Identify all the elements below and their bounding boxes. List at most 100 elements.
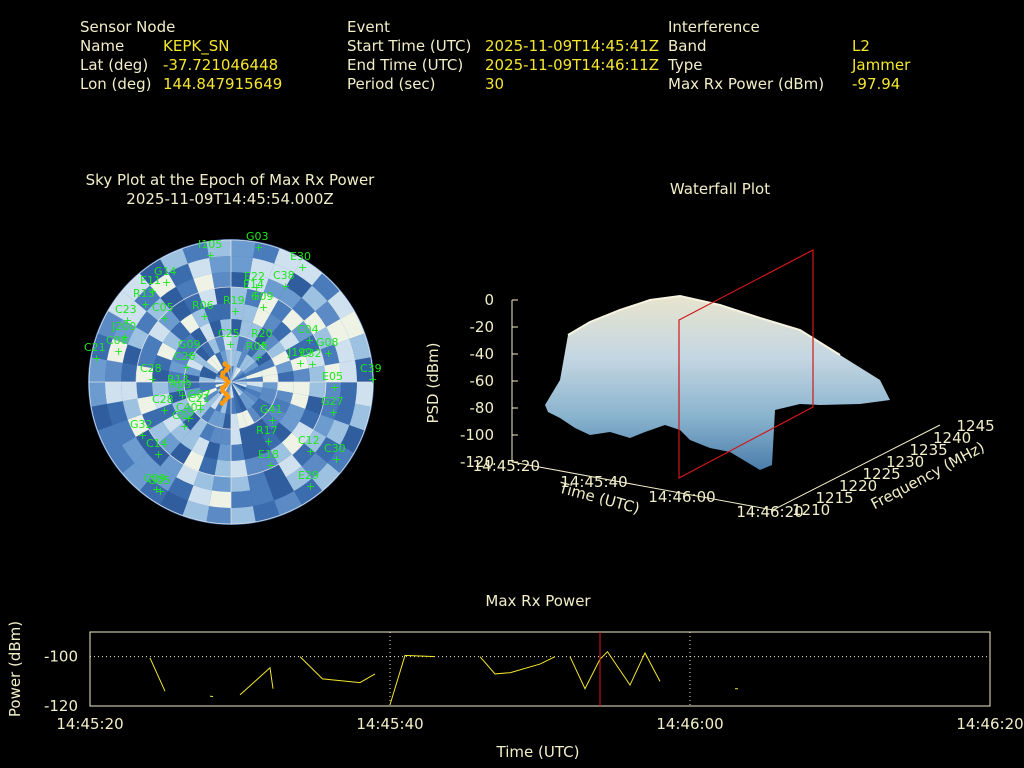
sky-heatmap-cell — [190, 398, 207, 413]
satellite-label: E14 — [243, 278, 264, 291]
satellite-marker: + — [266, 459, 275, 472]
satellite-label: J200 — [111, 320, 136, 333]
sky-heatmap-cell — [200, 387, 218, 398]
sky-heatmap-cell — [301, 452, 328, 479]
sky-heatmap-cell — [187, 485, 212, 507]
sky-heatmap-cell — [241, 409, 255, 427]
interference-band-label: Band — [668, 37, 707, 55]
sky-heatmap-cell — [136, 365, 154, 382]
satellite-label: R19 — [223, 294, 245, 307]
sky-heatmap-cell — [168, 390, 187, 404]
sky-heatmap-cell — [231, 366, 239, 382]
sky-heatmap-cell — [122, 398, 142, 420]
y-tick-label: 1210 — [792, 501, 830, 519]
interference-type-value: Jammer — [852, 56, 911, 74]
sky-heatmap-cell — [311, 462, 341, 492]
satellite-marker: + — [162, 276, 171, 289]
sky-heatmap-cell — [231, 382, 245, 393]
satellite-marker: + — [178, 389, 187, 402]
sky-heatmap-cell — [182, 412, 201, 431]
satellite-marker: + — [264, 435, 273, 448]
sky-heatmap-cell — [268, 477, 294, 501]
sensor-name-value: KEPK_SN — [163, 37, 230, 55]
sensor-node-heading: Sensor Node — [80, 18, 176, 36]
sky-heatmap-cell — [159, 491, 188, 517]
satellite-marker: + — [123, 314, 132, 327]
sky-heatmap-cell — [274, 491, 303, 517]
waterfall-surface — [545, 296, 890, 470]
sky-heatmap-cell — [228, 382, 231, 398]
satellite-label: G32 — [130, 418, 153, 431]
sky-heatmap-cell — [271, 422, 292, 443]
sky-heatmap-cell — [247, 422, 263, 442]
waterfall-plot: 0-20-40-60-80-100-120 14:45:2014:45:4014… — [424, 249, 995, 521]
sky-heatmap-cell — [162, 413, 183, 433]
sky-heatmap-cell — [210, 354, 223, 370]
sky-heatmap-cell — [121, 437, 147, 463]
satellite-label: C38 — [273, 269, 295, 282]
sky-heatmap-cell — [258, 392, 276, 406]
satellite-label: J199 — [287, 346, 312, 359]
sky-heatmap-cell — [191, 307, 210, 328]
sky-heatmap-cell — [246, 371, 263, 380]
epoch-marker-plane — [678, 249, 814, 479]
sky-heatmap-cell — [231, 428, 242, 445]
sky-heatmap-cell — [158, 309, 181, 332]
sky-heatmap-cell — [271, 398, 291, 414]
satellite-label: G09 — [178, 338, 201, 351]
chart-title: Max Rx Power — [485, 592, 591, 610]
sky-heatmap-cell — [303, 311, 327, 335]
sky-heatmap-cell — [210, 394, 223, 410]
y-tick-label: 1240 — [933, 429, 971, 447]
sky-heatmap-cell — [112, 419, 136, 445]
sky-heatmap-cell — [244, 366, 262, 377]
sky-heatmap-cell — [191, 436, 210, 457]
satellite-label: G07 — [188, 388, 211, 401]
sky-heatmap-cell — [199, 422, 215, 442]
sky-heatmap-cell — [281, 432, 304, 455]
sky-heatmap-cell — [299, 409, 321, 430]
chart-x-ticks: 14:45:20 14:45:40 14:46:00 14:46:20 — [56, 715, 1023, 733]
satellite-marker: + — [252, 281, 261, 294]
sky-heatmap-cell — [203, 390, 219, 403]
sky-heatmap-cell — [252, 436, 271, 457]
sky-heatmap-cell — [158, 432, 181, 455]
sky-heatmap-cell — [203, 361, 219, 374]
satellite-marker: + — [308, 358, 317, 371]
sky-heatmap-cell — [184, 382, 200, 391]
sky-heatmap-cell — [89, 382, 107, 407]
interference-band-value: L2 — [852, 37, 870, 55]
sky-heatmap-cell — [301, 285, 328, 312]
sky-heatmap-cell — [198, 288, 218, 308]
sky-heatmap-cell — [199, 384, 216, 393]
satellite-marker: + — [184, 412, 193, 425]
event-period-value: 30 — [485, 75, 505, 93]
satellite-label: E22 — [244, 270, 265, 283]
sky-heatmap-cell — [327, 445, 355, 474]
sky-heatmap-cell — [168, 371, 185, 382]
sky-heatmap-cell — [261, 412, 280, 431]
z-tick-label: -20 — [470, 318, 495, 336]
sky-heatmap-cell — [231, 506, 256, 524]
sky-heatmap-cell — [231, 374, 247, 382]
sky-heatmap-cell — [231, 256, 253, 274]
satellite-label: R13 — [167, 373, 189, 386]
sky-heatmap-cell — [290, 354, 309, 372]
sky-heatmap-cell — [247, 322, 263, 342]
sky-heatmap-cell — [176, 405, 195, 423]
sky-heatmap-cell — [150, 272, 176, 298]
event-period-label: Period (sec) — [347, 75, 436, 93]
satellite-marker: + — [141, 298, 150, 311]
satellite-marker: + — [175, 384, 184, 397]
sky-heatmap-cell — [275, 360, 294, 374]
sky-heatmap-cell — [231, 369, 244, 382]
sky-heatmap-cell — [258, 450, 279, 472]
sky-heatmap-cell — [236, 335, 248, 352]
sky-heatmap-cell — [206, 357, 221, 372]
sky-heatmap-cell — [246, 384, 263, 393]
sky-heatmap-cell — [214, 335, 226, 352]
sky-heatmap-cell — [231, 382, 237, 398]
satellite-label: G08 — [316, 336, 339, 349]
sky-heatmap-cell — [176, 278, 199, 300]
satellite-marker: + — [180, 420, 189, 433]
